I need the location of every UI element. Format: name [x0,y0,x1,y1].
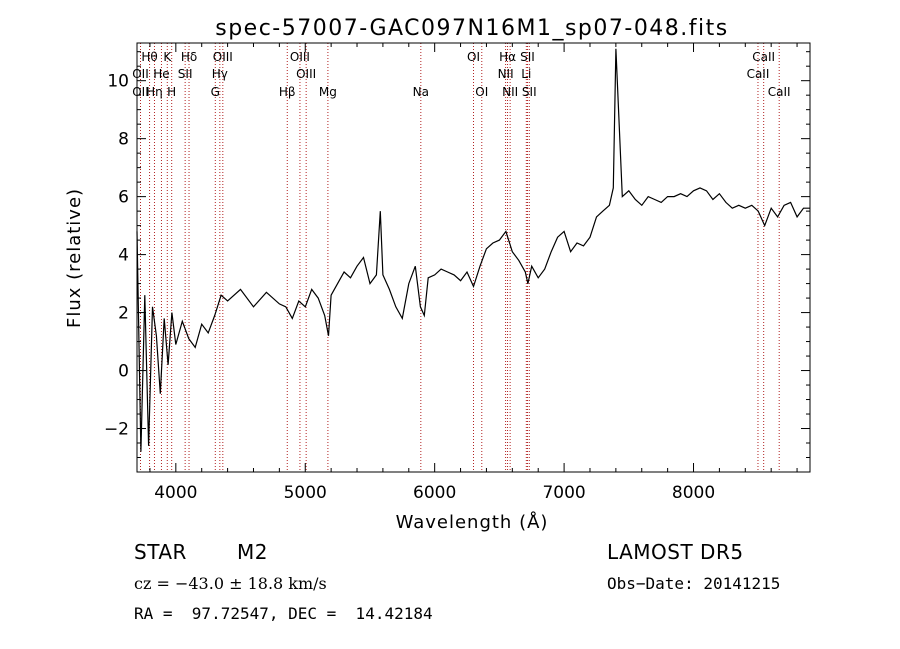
line-label: Hη [146,85,163,99]
y-tick-label: 8 [118,130,129,150]
line-label: Hθ [141,50,157,64]
spectrum-line [136,48,810,452]
line-label: H [167,85,176,99]
line-label: Hδ [181,50,197,64]
line-label: K [163,50,172,64]
x-ticks: 4000 5000 6000 7000 8000 [149,43,798,503]
chart-title: spec-57007-GAC097N16M1_sp07-048.fits [215,16,729,41]
line-label: Hβ [279,85,296,99]
y-axis-label: Flux (relative) [64,188,85,328]
coordinates: RA = 97.72547, DEC = 14.42184 [134,604,433,623]
line-label: SII [520,50,535,64]
y-tick-label: 2 [118,304,129,324]
line-label: OIII [213,50,233,64]
line-label: Na [413,85,429,99]
vertical-lines [139,43,780,472]
y-tick-label: 6 [118,188,129,208]
x-axis-label: Wavelength (Å) [396,511,549,533]
y-tick-label: 10 [107,72,129,92]
x-tick-label: 5000 [284,483,327,503]
x-tick-label: 6000 [413,483,456,503]
y-tick-label: −2 [104,420,129,440]
line-label: Mg [319,85,337,99]
y-tick-label: 0 [118,362,129,382]
line-label: Hα [499,50,516,64]
x-tick-label: 4000 [154,483,197,503]
redshift-value: cz = −43.0 ± 18.8 km/s [134,574,327,593]
line-label: OIII [296,67,316,81]
spectrum-series [136,48,810,452]
plot-frame [136,42,811,473]
survey-name: LAMOST DR5 [607,540,744,564]
y-tick-label: 4 [118,246,129,266]
line-label: SII [522,85,537,99]
line-label: OII [132,67,149,81]
line-label: CaII [752,50,775,64]
line-label: SII [178,67,193,81]
line-label: NII [498,67,514,81]
annotation-labels: Hθ K Hδ OIII OIII OI Hα SII CaII OII He SII Hγ OIII NI… [132,50,790,99]
line-label: CaII [747,67,770,81]
line-label: G [211,85,220,99]
x-tick-label: 7000 [542,483,585,503]
line-label: OII [132,85,149,99]
line-label: OI [467,50,480,64]
line-label: NII [502,85,518,99]
line-label: Li [521,67,531,81]
line-label: Hγ [212,67,228,81]
y-ticks: −2 0 2 4 6 8 10 [104,51,810,459]
line-label: OIII [290,50,310,64]
obs-date: Obs−Date: 20141215 [607,574,781,593]
object-class: STAR [134,540,187,564]
x-tick-label: 8000 [672,483,715,503]
subclass: M2 [237,540,268,564]
line-label: CaII [768,85,791,99]
line-label: He [153,67,169,81]
line-label: OI [475,85,488,99]
